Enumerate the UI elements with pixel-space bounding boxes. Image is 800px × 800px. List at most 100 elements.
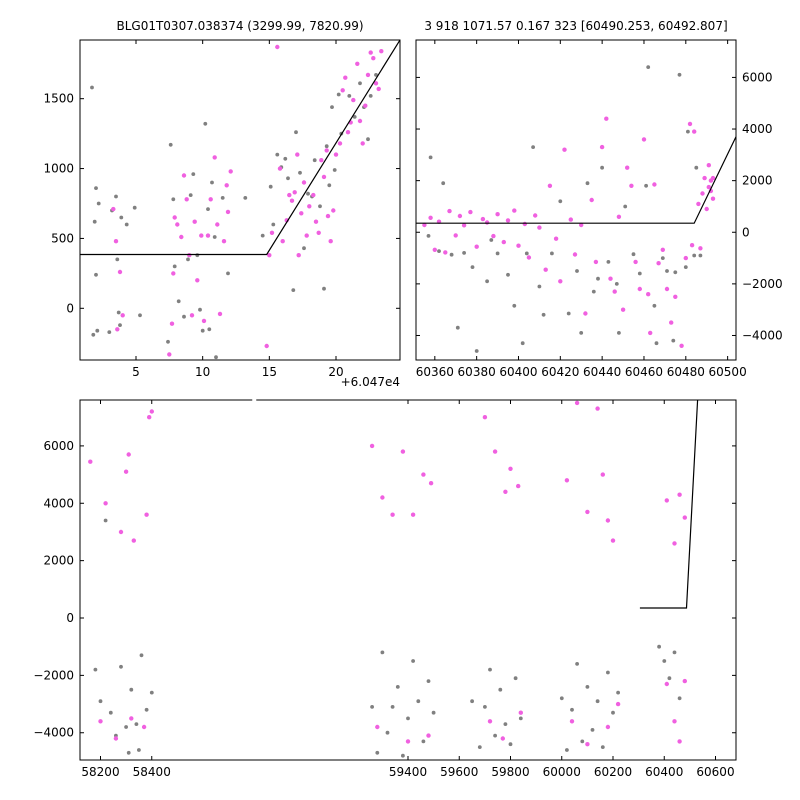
point-pink <box>111 206 116 212</box>
point-pink <box>280 239 285 244</box>
point-gray <box>617 331 621 335</box>
point-pink <box>275 44 280 50</box>
point-gray <box>114 194 118 199</box>
y-tick-label: 6000 <box>742 70 773 84</box>
point-pink <box>605 724 611 730</box>
point-pink <box>595 406 600 411</box>
point-pink <box>129 716 134 721</box>
point-gray <box>116 310 121 315</box>
x-tick-label: 60440 <box>583 365 621 379</box>
point-pink <box>646 292 651 297</box>
point-gray <box>206 207 210 212</box>
point-pink <box>656 261 661 266</box>
point-gray <box>431 710 436 715</box>
point-pink <box>629 183 634 188</box>
point-pink <box>537 225 542 230</box>
point-gray <box>518 716 523 721</box>
point-pink <box>369 443 375 449</box>
point-pink <box>648 330 653 336</box>
point-gray <box>600 165 604 170</box>
point-gray <box>606 670 610 675</box>
x-tick-label: 60400 <box>645 765 683 779</box>
point-gray <box>318 204 322 209</box>
point-pink <box>495 212 500 217</box>
point-pink <box>184 197 189 202</box>
point-pink <box>313 219 319 224</box>
point-gray <box>428 155 433 160</box>
point-gray <box>520 341 525 346</box>
point-pink <box>368 50 373 55</box>
point-pink <box>172 215 177 220</box>
point-pink <box>501 239 506 245</box>
point-gray <box>132 205 137 210</box>
point-pink <box>457 213 463 219</box>
point-pink <box>583 311 588 316</box>
point-gray <box>385 730 390 735</box>
point-pink <box>428 481 434 486</box>
point-gray <box>214 355 218 360</box>
point-gray <box>537 284 542 289</box>
point-gray <box>455 325 460 330</box>
point-pink <box>679 343 684 348</box>
point-gray <box>616 690 620 695</box>
point-pink <box>599 144 605 150</box>
point-pink <box>468 209 473 215</box>
point-pink <box>319 158 324 163</box>
x-tick-label: 20 <box>328 365 343 379</box>
point-gray <box>585 685 590 689</box>
x-tick-label: 15 <box>262 365 277 379</box>
axes-frame <box>79 399 737 761</box>
point-pink <box>522 221 527 227</box>
point-gray <box>332 168 337 172</box>
y-tick-label: 4000 <box>742 122 773 136</box>
model-line <box>639 400 699 609</box>
point-gray <box>503 722 508 726</box>
point-gray <box>294 130 298 135</box>
point-gray <box>575 269 579 273</box>
point-pink <box>569 719 575 724</box>
x-tick-label: 60380 <box>458 365 496 379</box>
point-pink <box>453 233 458 238</box>
point-pink <box>277 166 283 171</box>
point-gray <box>462 251 466 255</box>
point-pink <box>221 239 227 244</box>
point-gray <box>352 115 357 119</box>
point-pink <box>660 247 665 252</box>
point-gray <box>119 215 124 220</box>
point-pink <box>516 483 521 489</box>
point-gray <box>283 156 288 161</box>
x-tick-label: 60200 <box>594 765 632 779</box>
axes-frame <box>415 39 737 361</box>
point-gray <box>470 699 474 704</box>
point-gray <box>93 667 98 672</box>
point-pink <box>572 252 578 257</box>
point-gray <box>470 265 475 269</box>
point-pink <box>267 253 272 258</box>
top-right-title: 3 918 1071.57 0.167 323 [60490.253, 6049… <box>424 19 727 33</box>
point-pink <box>149 409 154 414</box>
point-pink <box>269 230 275 235</box>
point-pink <box>316 230 321 235</box>
point-gray <box>358 81 362 86</box>
point-pink <box>664 681 669 687</box>
point-pink <box>682 678 687 684</box>
point-pink <box>192 219 197 224</box>
x-tick-label: 60420 <box>541 365 579 379</box>
point-pink <box>355 61 360 66</box>
point-gray <box>565 748 569 752</box>
y-tick-label: 500 <box>51 231 74 245</box>
x-tick-label: 59400 <box>389 765 427 779</box>
point-gray <box>508 742 513 747</box>
point-gray <box>411 659 415 663</box>
point-gray <box>90 85 94 90</box>
point-gray <box>115 257 120 262</box>
point-pink <box>311 192 316 198</box>
point-pink <box>677 739 682 744</box>
point-gray <box>489 238 494 242</box>
point-pink <box>687 121 693 127</box>
point-gray <box>327 183 332 188</box>
x-tick-label: 60600 <box>696 765 734 779</box>
point-gray <box>336 92 341 97</box>
x-tick-label: 60360 <box>416 365 454 379</box>
point-gray <box>119 664 123 669</box>
